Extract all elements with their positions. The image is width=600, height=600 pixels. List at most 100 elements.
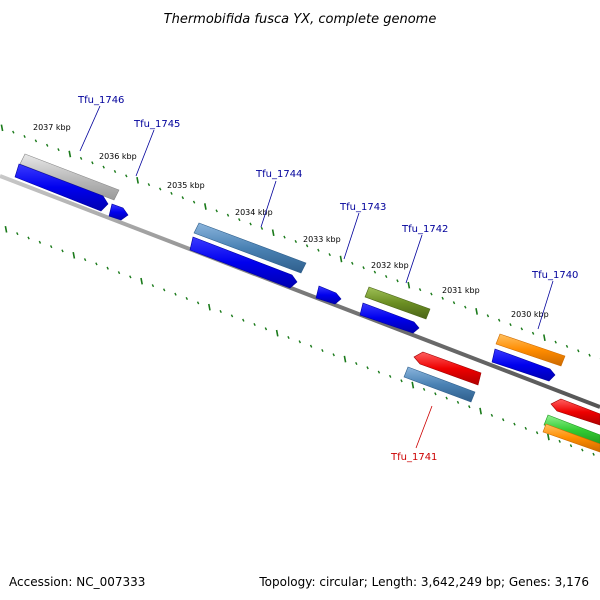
feature-bar-orange-minus[interactable] <box>542 423 600 453</box>
minor-tick <box>117 271 121 275</box>
minor-tick <box>366 366 369 370</box>
major-tick <box>411 381 415 389</box>
gene-labels: Tfu_1746 Tfu_1745 Tfu_1744 Tfu_1743 Tfu_… <box>77 95 578 463</box>
minor-tick <box>577 349 580 353</box>
major-tick <box>204 203 207 210</box>
minor-tick <box>558 439 561 443</box>
minor-tick <box>581 448 584 452</box>
feature-bar-steelblue[interactable] <box>193 222 307 274</box>
cds-plus-track <box>14 163 556 382</box>
minor-tick <box>490 413 494 417</box>
cds-arrow-right-edge[interactable] <box>550 398 600 426</box>
kbp-label: 2031 kbp <box>442 286 480 295</box>
map-title: Thermobifida fusca YX, complete genome <box>164 12 437 27</box>
major-tick <box>271 229 275 237</box>
major-tick <box>479 407 482 415</box>
minor-tick <box>328 253 331 257</box>
kbp-label: 2032 kbp <box>371 261 409 270</box>
minor-tick <box>418 288 422 292</box>
minor-tick <box>287 335 290 340</box>
feature-bar-steelblue-minus[interactable] <box>403 366 476 403</box>
feature-bar-grey[interactable] <box>19 153 120 201</box>
minor-tick <box>196 301 200 305</box>
gene-label-tfu1746[interactable]: Tfu_1746 <box>77 95 124 106</box>
kbp-label: 2036 kbp <box>99 152 137 161</box>
gene-label-tfu1745[interactable]: Tfu_1745 <box>133 119 180 130</box>
minor-tick <box>441 296 444 300</box>
minor-tick <box>501 418 505 422</box>
kbp-label: 2034 kbp <box>235 208 273 217</box>
minor-tick <box>249 222 252 226</box>
minor-tick <box>468 405 471 409</box>
feature-bar-green[interactable] <box>543 414 600 446</box>
minor-tick <box>129 275 132 279</box>
minor-tick <box>520 327 524 331</box>
cds-arrow-tfu1746[interactable] <box>14 163 109 212</box>
major-tick <box>136 176 139 184</box>
minor-tick <box>226 213 230 217</box>
major-tick <box>543 334 546 342</box>
minor-tick <box>61 249 64 253</box>
major-tick <box>343 355 347 363</box>
cds-arrow-tfu1741[interactable] <box>413 351 482 386</box>
cds-arrow-tfu1742[interactable] <box>359 302 420 334</box>
minor-tick <box>192 200 196 204</box>
cds-arrow-tfu1744[interactable] <box>189 236 298 289</box>
minor-tick <box>162 288 166 292</box>
gene-label-tfu1743[interactable]: Tfu_1743 <box>339 202 386 213</box>
gene-label-tfu1742[interactable]: Tfu_1742 <box>401 224 448 235</box>
minor-tick <box>219 309 222 314</box>
minor-tick <box>230 314 234 318</box>
minor-tick <box>113 169 117 174</box>
gene-label-tfu1740[interactable]: Tfu_1740 <box>531 270 578 281</box>
minor-tick <box>125 174 128 178</box>
minor-tick <box>373 270 377 274</box>
minor-tick <box>464 305 467 309</box>
minor-tick <box>434 392 437 396</box>
minor-tick <box>38 240 42 244</box>
minor-tick <box>238 218 241 222</box>
major-tick <box>68 150 72 158</box>
feature-bar-orange[interactable] <box>495 333 566 367</box>
minor-tick <box>185 296 189 301</box>
genome-summary-text: Topology: circular; Length: 3,642,249 bp… <box>259 575 589 589</box>
minor-tick <box>91 161 94 165</box>
genome-backbone <box>0 174 600 409</box>
feature-bar-olive[interactable] <box>364 286 431 320</box>
minor-tick <box>12 130 15 134</box>
major-tick <box>0 124 4 132</box>
minor-tick <box>170 191 173 195</box>
minor-tick <box>49 245 53 249</box>
minor-tick <box>181 196 185 200</box>
gene-label-tfu1741[interactable]: Tfu_1741 <box>390 452 437 463</box>
cds-arrow-tfu1745[interactable] <box>108 203 129 221</box>
minor-tick <box>452 301 456 305</box>
kbp-label: 2033 kbp <box>303 235 341 244</box>
leader-line <box>415 405 433 449</box>
kbp-label: 2037 kbp <box>33 123 71 132</box>
minor-tick <box>332 353 335 357</box>
major-tick <box>72 251 76 259</box>
minor-tick <box>554 340 557 344</box>
minor-tick <box>27 236 30 240</box>
minor-tick <box>321 348 324 353</box>
minor-tick <box>305 244 309 248</box>
minor-tick <box>264 327 268 331</box>
minor-tick <box>430 292 433 296</box>
cds-arrow-tfu1740[interactable] <box>491 348 556 382</box>
minor-tick <box>260 226 264 230</box>
major-tick <box>140 277 143 285</box>
major-tick <box>407 281 411 289</box>
kbp-label: 2035 kbp <box>167 181 205 190</box>
minor-tick <box>509 323 512 327</box>
major-tick <box>208 303 211 311</box>
leader-line <box>537 280 554 330</box>
minor-tick <box>95 262 98 266</box>
cds-arrow-tfu1743[interactable] <box>315 285 342 305</box>
minor-tick <box>422 387 426 391</box>
leader-line <box>79 105 101 152</box>
gene-label-tfu1744[interactable]: Tfu_1744 <box>255 169 302 180</box>
minor-tick <box>524 426 528 430</box>
minor-tick <box>294 239 298 244</box>
minor-tick <box>396 279 399 283</box>
